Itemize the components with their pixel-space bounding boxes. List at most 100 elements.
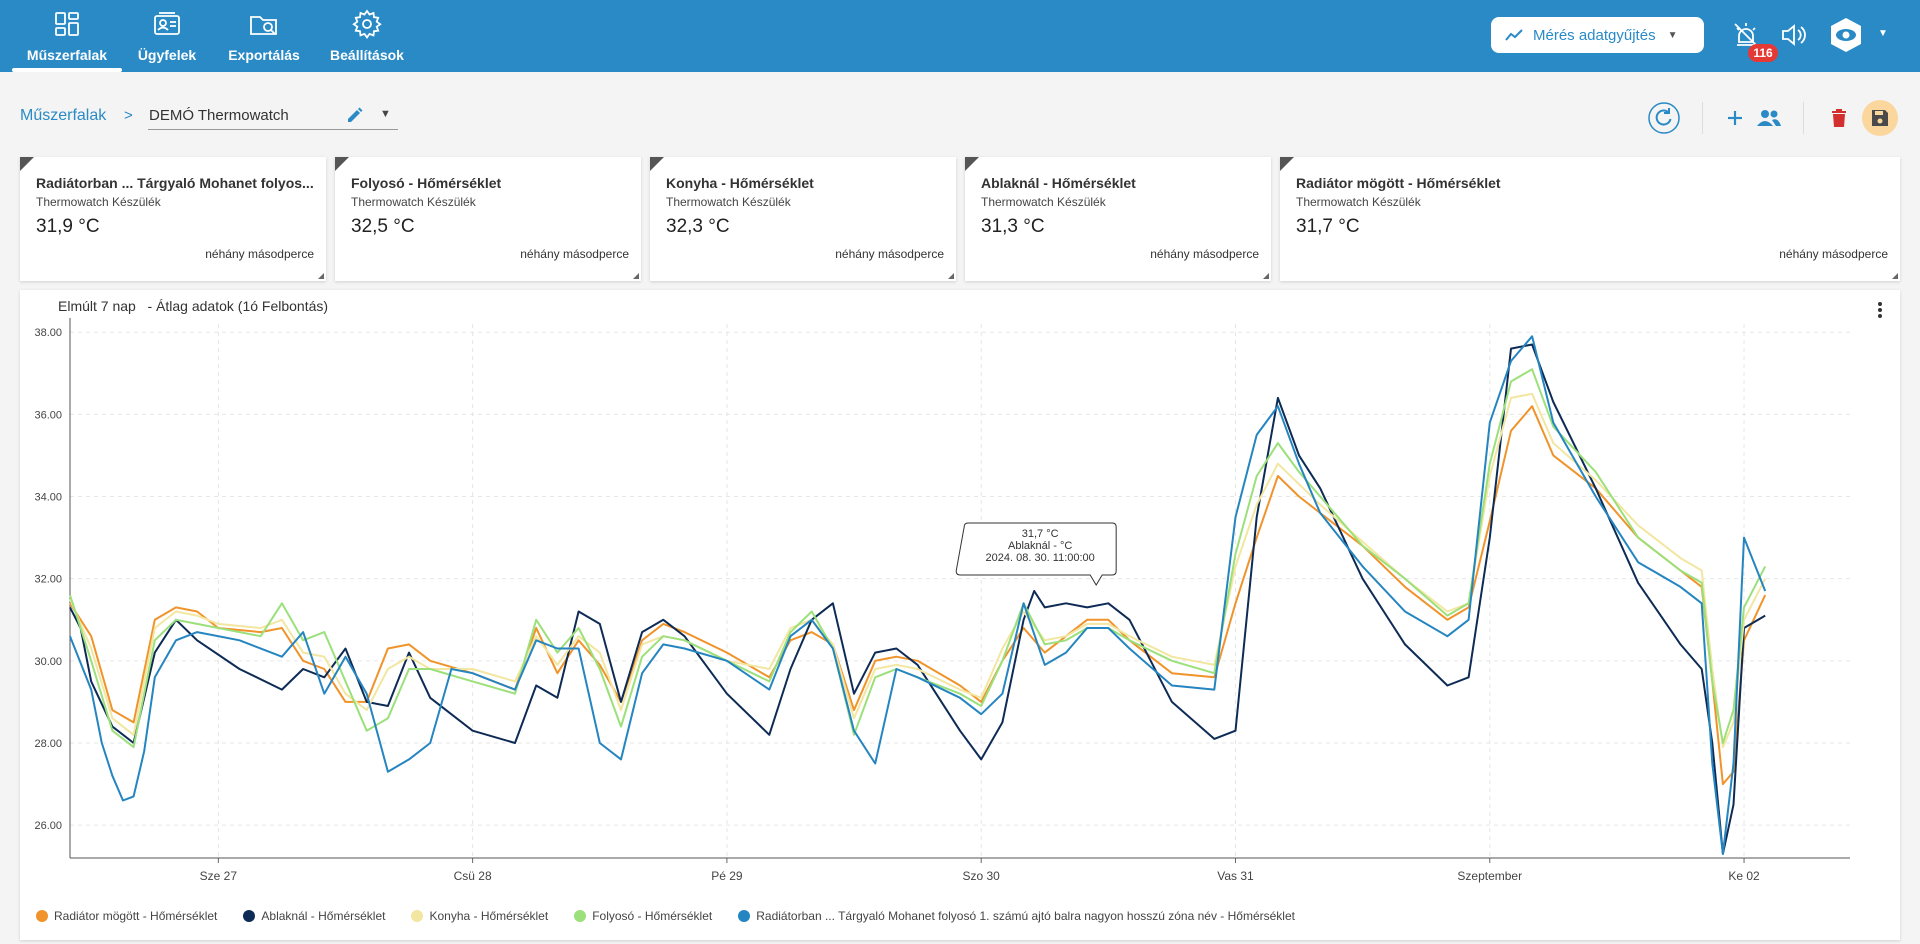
resize-handle[interactable] — [318, 273, 324, 279]
legend-item[interactable]: Folyosó - Hőmérséklet — [574, 909, 712, 923]
brand-logo-icon[interactable] — [1828, 16, 1864, 54]
dashboard-select[interactable]: DEMÓ Thermowatch ▼ — [148, 100, 398, 130]
y-tick-label: 30.00 — [34, 656, 62, 668]
chart-legend: Radiátor mögött - Hőmérséklet Ablaknál - … — [36, 909, 1295, 923]
series-line-1 — [69, 343, 1766, 855]
chevron-down-icon[interactable]: ▼ — [380, 108, 391, 120]
card-updated-time: néhány másodperce — [1150, 247, 1259, 261]
sensor-card[interactable]: Konyha - Hőmérséklet Thermowatch Készülé… — [650, 157, 956, 281]
legend-color-dot — [411, 910, 424, 922]
dashboard-select-value: DEMÓ Thermowatch — [149, 107, 289, 124]
toolbar-divider — [1803, 102, 1804, 134]
edit-pencil-icon[interactable] — [346, 106, 364, 124]
legend-color-dot — [738, 910, 751, 922]
card-subtitle: Thermowatch Készülék — [36, 195, 161, 209]
chart-period: Elmúlt 7 nap — [58, 298, 136, 314]
card-title: Radiátorban ... Tárgyaló Mohanet folyos.… — [36, 175, 314, 191]
legend-color-dot — [36, 910, 48, 922]
nav-dashboards-label: Műszerfalak — [26, 47, 108, 63]
save-button[interactable] — [1862, 100, 1898, 136]
card-updated-time: néhány másodperce — [205, 247, 314, 261]
y-tick-label: 28.00 — [34, 738, 62, 750]
resize-handle[interactable] — [1892, 273, 1898, 279]
card-value: 32,3 °C — [666, 216, 730, 237]
sensor-card[interactable]: Ablaknál - Hőmérséklet Thermowatch Készü… — [965, 157, 1271, 281]
series-line-4 — [69, 335, 1767, 855]
card-corner-marker — [650, 157, 664, 171]
y-tick-label: 34.00 — [34, 492, 62, 504]
card-subtitle: Thermowatch Készülék — [981, 195, 1106, 209]
refresh-icon — [1648, 102, 1680, 134]
card-title: Ablaknál - Hőmérséklet — [981, 175, 1136, 191]
legend-item[interactable]: Radiátor mögött - Hőmérséklet — [36, 909, 217, 923]
x-tick-label: Szo 30 — [963, 869, 1001, 883]
card-updated-time: néhány másodperce — [520, 247, 629, 261]
legend-label: Radiátorban ... Tárgyaló Mohanet folyosó… — [756, 909, 1295, 923]
save-icon — [1872, 110, 1888, 126]
plus-icon — [1728, 111, 1742, 125]
nav-export-label: Exportálás — [228, 47, 300, 63]
nav-export[interactable]: Exportálás — [222, 0, 306, 72]
alarm-count-badge: 116 — [1748, 44, 1778, 62]
legend-color-dot — [574, 910, 587, 922]
card-subtitle: Thermowatch Készülék — [1296, 195, 1421, 209]
card-updated-time: néhány másodperce — [1779, 247, 1888, 261]
chart-mode: - Átlag adatok (1ó Felbontás) — [147, 298, 329, 314]
resize-handle[interactable] — [1263, 273, 1269, 279]
card-corner-marker — [965, 157, 979, 171]
legend-label: Ablaknál - Hőmérséklet — [261, 909, 386, 923]
legend-label: Folyosó - Hőmérséklet — [592, 909, 713, 923]
legend-label: Radiátor mögött - Hőmérséklet — [54, 909, 218, 923]
temperature-chart-panel: 26.00 28.00 30.00 32.00 34.00 36.00 38.00 Sze 2… — [20, 290, 1900, 940]
resize-handle[interactable] — [948, 273, 954, 279]
card-corner-marker — [20, 157, 34, 171]
refresh-button[interactable] — [1646, 100, 1682, 136]
legend-color-dot — [243, 910, 256, 922]
x-tick-label: Vas 31 — [1217, 869, 1254, 883]
legend-item[interactable]: Konyha - Hőmérséklet — [411, 909, 548, 923]
volume-icon[interactable] — [1778, 20, 1808, 50]
resize-handle[interactable] — [633, 273, 639, 279]
account-chevron-down-icon[interactable]: ▼ — [1878, 28, 1888, 39]
y-tick-label: 32.00 — [34, 574, 62, 586]
share-users-button[interactable] — [1751, 100, 1787, 136]
card-value: 31,3 °C — [981, 216, 1045, 237]
card-updated-time: néhány másodperce — [835, 247, 944, 261]
dashboard-icon — [55, 12, 79, 36]
folder-search-icon — [250, 16, 277, 35]
chart-tooltip-box — [955, 522, 1117, 586]
x-tick-label: Szeptember — [1457, 869, 1522, 883]
sensor-card[interactable]: Radiátorban ... Tárgyaló Mohanet folyos.… — [20, 157, 326, 281]
legend-item[interactable]: Ablaknál - Hőmérséklet — [243, 909, 385, 923]
add-widget-button[interactable] — [1717, 100, 1753, 136]
card-value: 31,7 °C — [1296, 216, 1360, 237]
sensor-card[interactable]: Radiátor mögött - Hőmérséklet Thermowatc… — [1280, 157, 1900, 281]
more-vertical-icon[interactable] — [1870, 298, 1890, 322]
x-tick-label: Ke 02 — [1728, 869, 1760, 883]
card-title: Radiátor mögött - Hőmérséklet — [1296, 175, 1501, 191]
nav-clients-label: Ügyfelek — [137, 47, 197, 63]
nav-settings[interactable]: Beállítások — [326, 0, 408, 72]
chart-tooltip-line: 2024. 08. 30. 11:00:00 — [986, 552, 1095, 564]
breadcrumb-separator: > — [124, 107, 133, 124]
measurement-label: Mérés adatgyűjtés — [1533, 26, 1656, 44]
nav-dashboards[interactable]: Műszerfalak — [12, 0, 122, 72]
chart-tooltip-line: Ablaknál - °C — [1008, 540, 1072, 552]
temperature-line-chart[interactable]: 26.00 28.00 30.00 32.00 34.00 36.00 38.00 Sze 2… — [20, 290, 1900, 940]
card-subtitle: Thermowatch Készülék — [666, 195, 791, 209]
card-title: Folyosó - Hőmérséklet — [351, 175, 502, 191]
delete-button[interactable] — [1821, 100, 1857, 136]
contacts-icon — [154, 12, 180, 35]
users-icon — [1757, 110, 1781, 126]
nav-clients[interactable]: Ügyfelek — [132, 0, 202, 72]
y-tick-label: 38.00 — [34, 327, 62, 339]
sensor-card[interactable]: Folyosó - Hőmérséklet Thermowatch Készül… — [335, 157, 641, 281]
measurement-collection-dropdown[interactable]: Mérés adatgyűjtés ▼ — [1491, 17, 1704, 53]
card-corner-marker — [335, 157, 349, 171]
card-subtitle: Thermowatch Készülék — [351, 195, 476, 209]
legend-label: Konyha - Hőmérséklet — [429, 909, 549, 923]
legend-item[interactable]: Radiátorban ... Tárgyaló Mohanet folyosó… — [738, 909, 1295, 923]
chevron-down-icon: ▼ — [1667, 29, 1678, 41]
breadcrumb-root-link[interactable]: Műszerfalak — [20, 107, 107, 124]
alarm-off-icon[interactable] — [1731, 20, 1761, 50]
